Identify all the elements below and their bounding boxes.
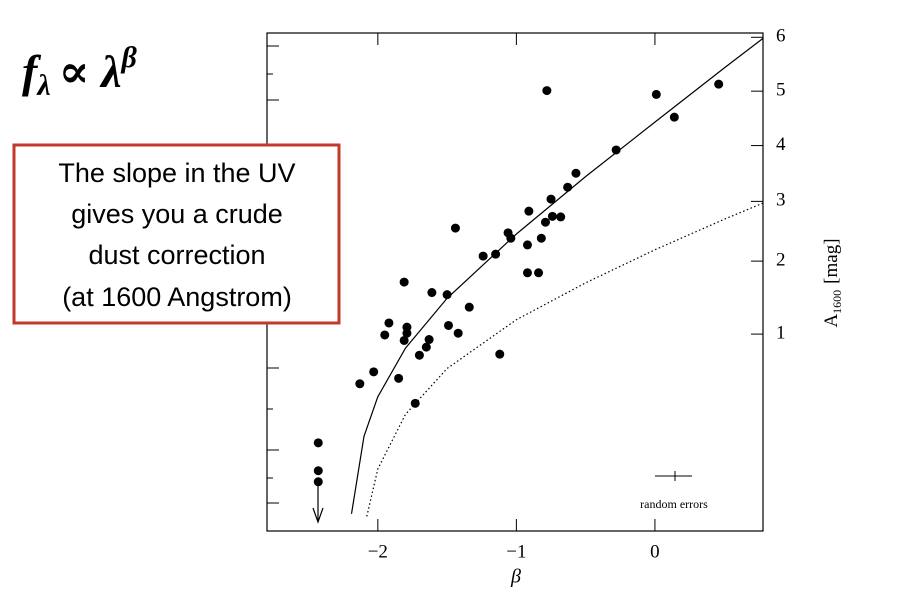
plot-frame <box>266 32 764 532</box>
data-point <box>563 182 573 192</box>
data-point <box>355 379 365 389</box>
formula: fλ ∝ λβ <box>22 41 137 102</box>
data-point <box>394 373 404 383</box>
data-point <box>450 223 460 233</box>
data-point <box>547 211 557 221</box>
annotation-box <box>12 143 341 325</box>
data-point <box>714 79 724 89</box>
data-point <box>522 240 532 250</box>
data-point <box>546 194 556 204</box>
data-point <box>380 330 390 340</box>
annotation-line: The slope in the UV <box>58 158 295 188</box>
data-point <box>464 302 474 312</box>
y-tick-label: 5 <box>776 80 786 101</box>
curve <box>350 37 764 514</box>
x-tick-label: 0 <box>650 541 660 562</box>
left-axis-ticks <box>267 45 279 504</box>
data-point <box>522 268 532 278</box>
data-point <box>534 268 544 278</box>
data-point <box>427 288 437 298</box>
y-label-main: A <box>821 314 842 328</box>
upper-limit-arrow <box>312 485 324 524</box>
formula-sub: λ <box>35 69 50 102</box>
data-point <box>651 89 661 99</box>
data-point <box>571 168 581 178</box>
error-label: random errors <box>640 497 708 511</box>
annotation-line: (at 1600 Angstrom) <box>62 282 292 312</box>
y-label-sub: 1600 <box>830 290 844 314</box>
data-point <box>542 86 552 96</box>
data-point <box>424 335 434 345</box>
y-tick-label: 6 <box>776 26 786 47</box>
formula-base: f <box>22 46 42 97</box>
data-point <box>453 328 463 338</box>
formula-rel: ∝ λ <box>59 46 122 97</box>
x-axis-label: β <box>510 566 521 588</box>
data-point <box>669 112 679 122</box>
y-tick-label: 3 <box>776 190 786 211</box>
data-point <box>443 320 453 330</box>
curve <box>366 202 764 517</box>
y-tick-label: 4 <box>776 134 786 155</box>
y-axis-label: A1600 [mag] <box>821 238 843 327</box>
data-point <box>536 233 546 243</box>
data-point <box>313 477 323 487</box>
data-point <box>399 335 409 345</box>
annotation-line: gives you a crude <box>71 199 283 229</box>
data-point <box>399 277 409 287</box>
error-bar-sample <box>655 471 692 481</box>
data-point <box>524 206 534 216</box>
x-tick-label: −2 <box>368 541 388 562</box>
formula-sup: β <box>120 41 137 74</box>
data-point <box>402 328 412 338</box>
y-tick-label: 2 <box>776 249 786 270</box>
data-point <box>495 349 505 359</box>
x-tick-label: −1 <box>506 541 526 562</box>
data-point <box>414 350 424 360</box>
y-label-unit: [mag] <box>821 238 842 283</box>
data-point <box>421 342 431 352</box>
y-tick-label: 1 <box>776 322 786 343</box>
data-point <box>313 466 323 476</box>
data-point <box>540 217 550 227</box>
data-point <box>556 212 566 222</box>
annotation-line: dust correction <box>88 240 265 270</box>
data-point <box>478 251 488 261</box>
data-point <box>313 438 323 448</box>
data-point <box>369 367 379 377</box>
data-point <box>611 145 621 155</box>
data-point <box>384 318 394 328</box>
